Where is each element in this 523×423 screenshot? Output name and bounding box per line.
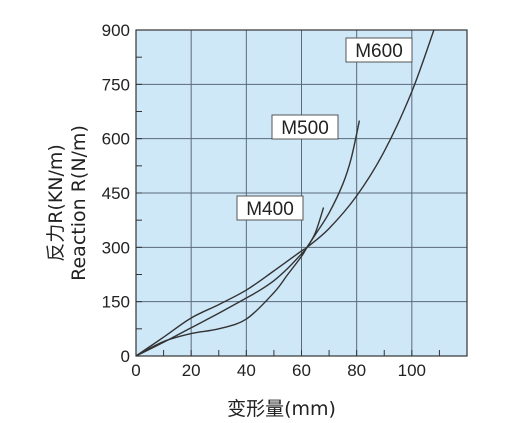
series-line-m500 <box>135 120 361 357</box>
plot-frame <box>135 29 468 357</box>
y-tick-label: 150 <box>102 293 130 312</box>
minor-tick-marks <box>136 56 440 356</box>
series-label-box <box>271 114 339 140</box>
series-label-m600: M600 <box>345 37 413 63</box>
y-axis-title-chinese: 反力R(KN/m) <box>45 144 67 262</box>
series-line-m600 <box>135 29 435 357</box>
y-tick-label: 300 <box>102 238 130 257</box>
y-tick-label: 750 <box>102 75 130 94</box>
series-label-text: M400 <box>246 199 294 220</box>
series-label-m500: M500 <box>271 114 339 140</box>
series-label-m400: M400 <box>236 195 304 221</box>
x-tick-label: 20 <box>182 361 201 380</box>
y-tick-label: 450 <box>102 184 130 203</box>
x-tick-labels: 0 20 40 60 80 100 <box>131 361 426 380</box>
series-label-text: M600 <box>355 41 403 62</box>
series-label-box <box>345 37 413 63</box>
y-axis-title-english: Reaction R(N/m) <box>68 125 90 281</box>
y-tick-label: 600 <box>102 130 130 149</box>
x-tick-label: 40 <box>237 361 256 380</box>
y-tick-labels: 0 150 300 450 600 750 900 <box>102 21 130 366</box>
y-tick-label: 0 <box>121 347 130 366</box>
y-tick-label: 900 <box>102 21 130 40</box>
x-tick-label: 60 <box>292 361 311 380</box>
x-axis-title: 变形量(mm) <box>227 398 336 420</box>
series-label-box <box>236 195 304 221</box>
x-tick-label: 80 <box>347 361 366 380</box>
grid-lines <box>136 30 467 356</box>
series-label-text: M500 <box>281 118 329 139</box>
series-labels: M400 M500 M600 <box>236 37 413 221</box>
x-tick-label: 100 <box>398 361 426 380</box>
series-layer <box>135 29 435 357</box>
x-tick-label: 0 <box>131 361 140 380</box>
